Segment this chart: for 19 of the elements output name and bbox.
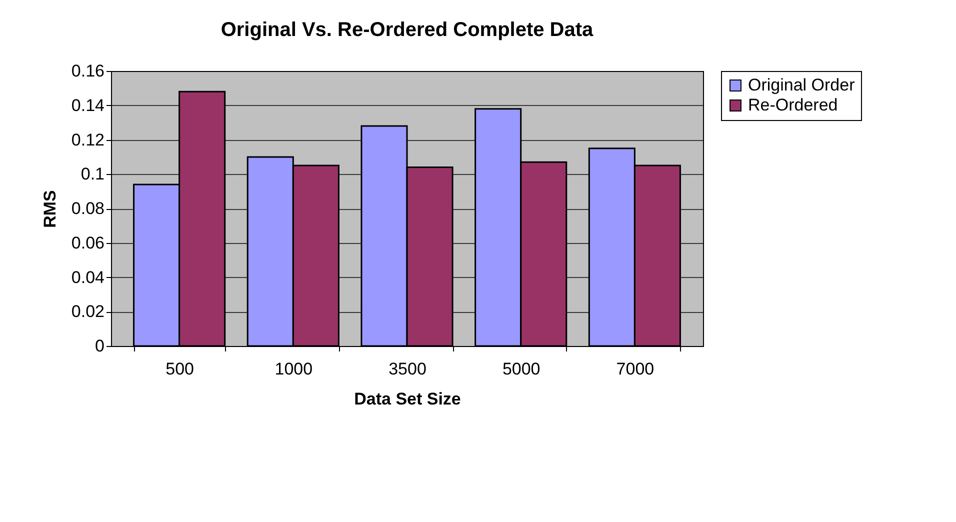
legend-label: Original Order	[748, 76, 856, 94]
y-tick-label: 0.1	[80, 164, 104, 184]
y-tick-label: 0.08	[71, 199, 104, 218]
x-tick-label: 500	[166, 360, 194, 378]
y-tick-label: 0.02	[71, 302, 104, 322]
x-axis-title: Data Set Size	[354, 390, 461, 408]
x-tick-label: 1000	[274, 360, 313, 378]
y-tick-label: 0.16	[71, 62, 104, 80]
y-tick-label: 0.12	[71, 130, 104, 150]
chart-title: Original Vs. Re-Ordered Complete Data	[220, 19, 594, 41]
x-tick-label: 5000	[502, 360, 540, 378]
y-axis-title: RMS	[40, 190, 60, 228]
legend-label: Re-Ordered	[748, 96, 838, 114]
y-tick-label: 0.06	[71, 233, 104, 252]
x-tick-label: 7000	[616, 360, 654, 378]
x-tick-label: 3500	[388, 360, 426, 378]
y-tick-label: 0.04	[71, 268, 104, 287]
y-tick-label: 0.14	[71, 96, 104, 115]
y-tick-label: 0	[95, 336, 104, 356]
